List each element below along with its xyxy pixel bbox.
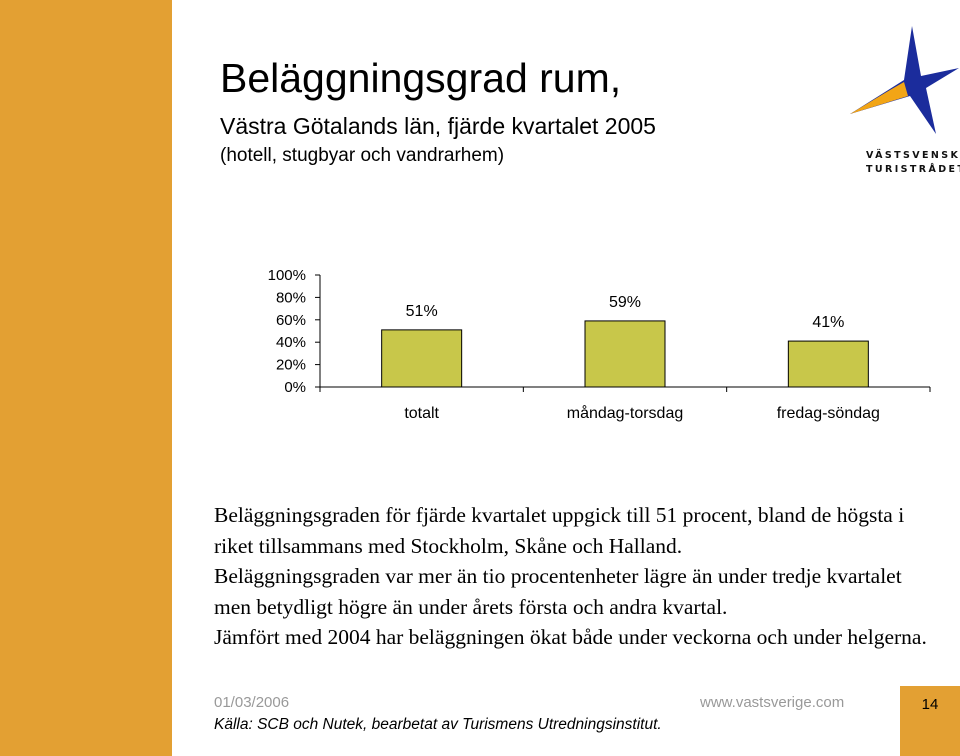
occupancy-bar-chart: 0% 20% 40% 60% 80% 100% 51% totalt 59% måndag-tor… [268,267,931,422]
slide-title: Beläggningsgrad rum, [220,55,622,101]
footer-url[interactable]: www.vastsverige.com [700,694,845,711]
y-tick-label: 0% [284,379,306,396]
slide-subtitle: Västra Götalands län, fjärde kvartalet 2… [220,113,656,139]
logo-blue-star-icon [850,26,959,134]
data-label: 59% [609,294,641,311]
source-note: Källa: SCB och Nutek, bearbetat av Turis… [214,716,662,733]
category-label: fredag-söndag [777,405,880,422]
y-tick-label: 40% [276,334,306,351]
y-tick-label: 20% [276,357,306,374]
page-number: 14 [921,696,939,713]
footer-date: 01/03/2006 [214,694,290,711]
y-tick-label: 80% [276,289,306,306]
category-label: måndag-torsdag [567,404,684,422]
orange-side-bar [0,0,172,756]
data-label: 51% [406,303,438,320]
y-tick-label: 100% [268,267,306,284]
page-number-box: 14 [900,686,960,756]
logo-text-line-2: TURISTRÅDET [866,164,960,175]
bar [381,329,463,388]
paragraph-2: Beläggningsgraden var mer än tio procent… [214,564,902,619]
paragraph-3: Jämfört med 2004 har beläggningen ökat b… [214,625,927,649]
slide-subnote: (hotell, stugbyar och vandrarhem) [220,145,505,166]
logo-orange-wing-icon [850,82,908,114]
bar [787,340,869,388]
vastsvenska-turistradet-logo-icon [850,26,959,134]
bar [584,320,666,388]
body-text: Beläggningsgraden för fjärde kvartalet u… [214,500,944,653]
logo-text-line-1: VÄSTSVENSKA [866,150,960,161]
y-tick-label: 60% [276,312,306,329]
category-label: totalt [404,405,439,422]
data-label: 41% [812,314,844,331]
paragraph-1: Beläggningsgraden för fjärde kvartalet u… [214,503,905,558]
